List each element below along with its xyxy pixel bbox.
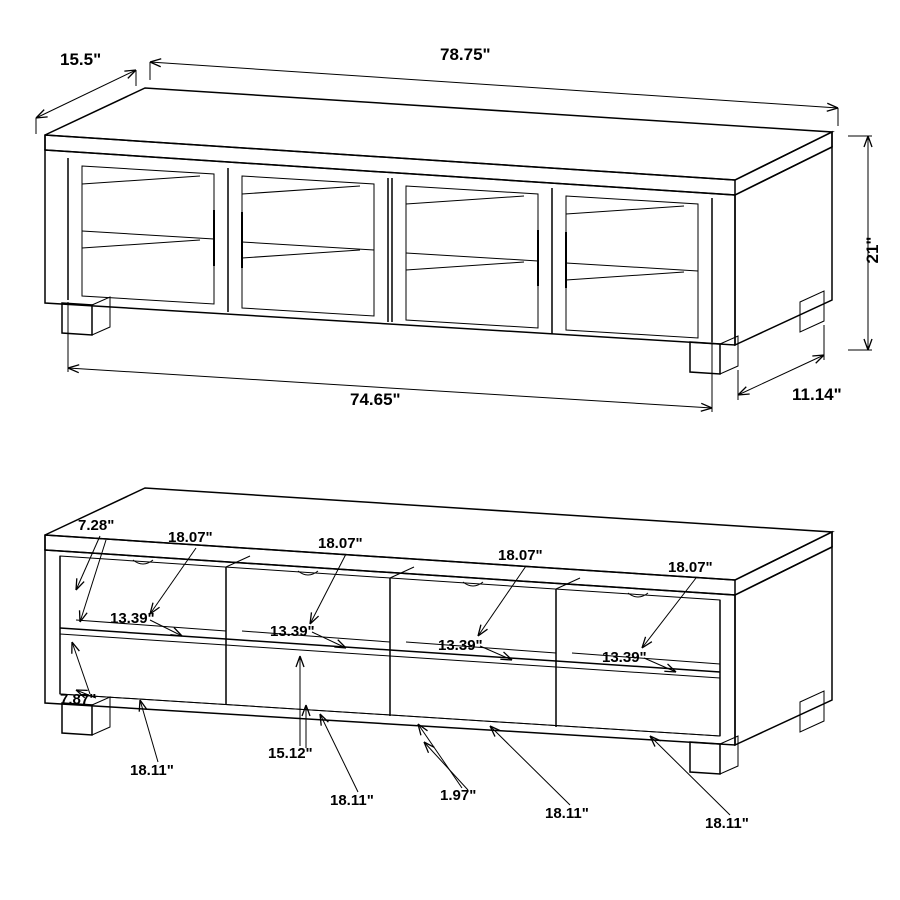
- back-view: 7.28" 18.07" 18.07" 18.07" 18.07" 13.39"…: [45, 488, 832, 832]
- dim-inner-width: 74.65": [68, 302, 712, 412]
- svg-text:13.39": 13.39": [438, 637, 483, 654]
- dim-foot-h: 1.97": [418, 724, 476, 804]
- svg-text:13.39": 13.39": [270, 623, 315, 640]
- svg-text:18.11": 18.11": [330, 792, 374, 809]
- doors: [68, 158, 712, 342]
- dim-leg-front-label: 11.14": [792, 385, 842, 404]
- dim-depth: 15.5": [36, 50, 136, 134]
- svg-text:7.28": 7.28": [78, 517, 114, 534]
- dim-lower-left-h: 7.87": [60, 642, 96, 708]
- legs: [62, 291, 824, 374]
- dim-width-label: 78.75": [440, 45, 491, 64]
- svg-text:18.07": 18.07": [318, 535, 363, 552]
- cabinet-body: [45, 88, 832, 374]
- dim-upper-left: 7.28": [76, 517, 114, 622]
- dim-height-label: 21": [863, 237, 882, 264]
- dim-height: 21": [848, 136, 882, 350]
- svg-text:7.87": 7.87": [60, 691, 96, 708]
- dim-bays: 18.11" 18.11" 18.11" 18.11": [130, 700, 749, 832]
- svg-text:1.97": 1.97": [440, 787, 476, 804]
- svg-text:18.07": 18.07": [498, 547, 543, 564]
- technical-drawing: 15.5" 78.75" 21": [0, 0, 900, 900]
- svg-text:18.07": 18.07": [668, 559, 713, 576]
- svg-text:18.11": 18.11": [705, 815, 749, 832]
- svg-text:18.07": 18.07": [168, 529, 213, 546]
- svg-text:13.39": 13.39": [110, 610, 155, 627]
- dim-width: 78.75": [150, 45, 838, 126]
- dim-inner-width-label: 74.65": [350, 390, 401, 409]
- svg-text:18.11": 18.11": [130, 762, 174, 779]
- svg-text:18.11": 18.11": [545, 805, 589, 822]
- dim-depth-label: 15.5": [60, 50, 101, 69]
- svg-text:13.39": 13.39": [602, 649, 647, 666]
- iso-view: 15.5" 78.75" 21": [36, 45, 882, 412]
